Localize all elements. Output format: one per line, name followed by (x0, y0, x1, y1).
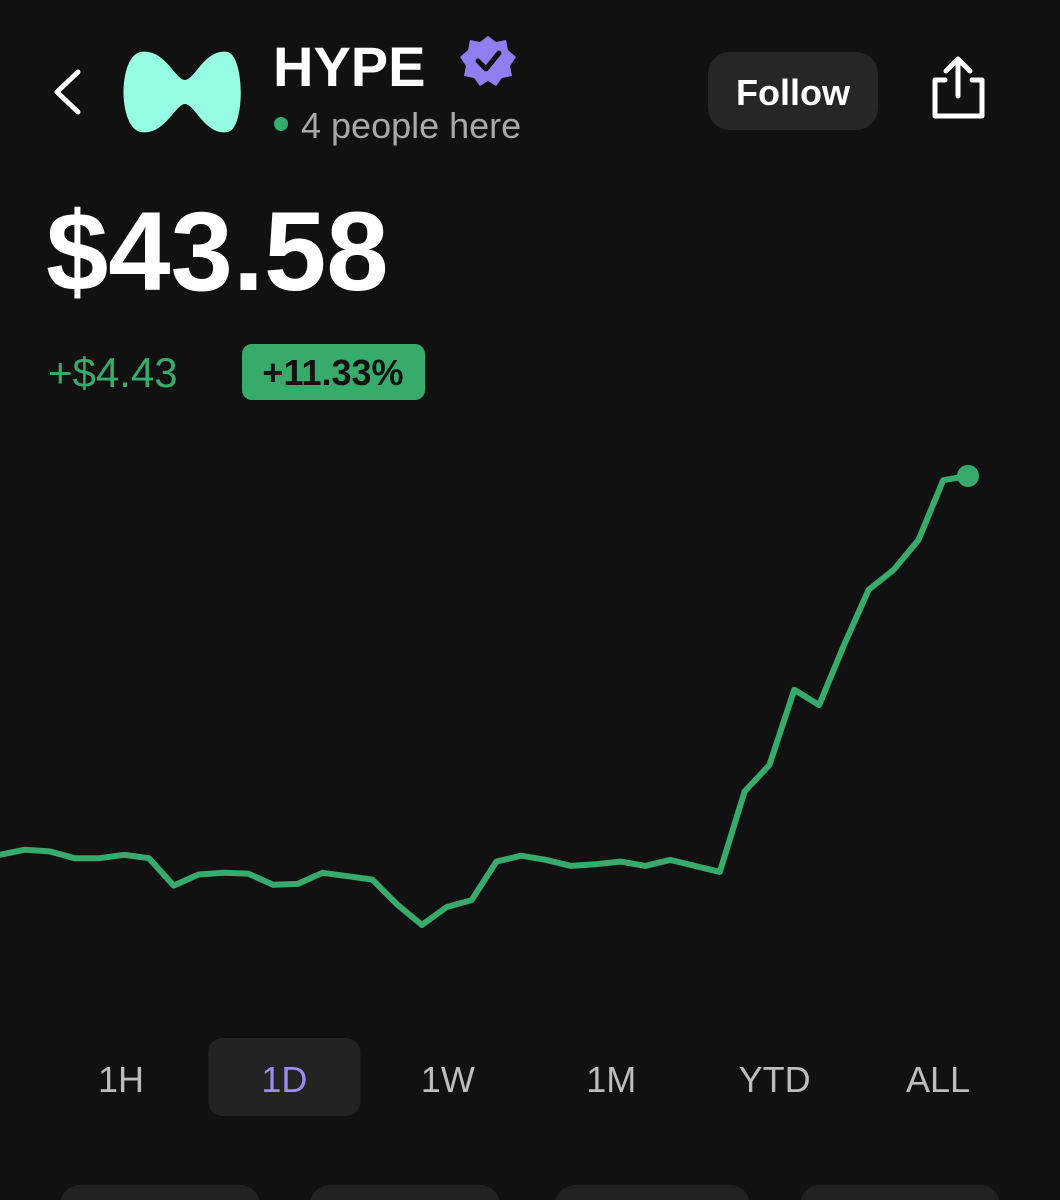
price-change: +$4.43 (48, 349, 178, 396)
bottom-pill[interactable] (310, 1185, 500, 1200)
bottom-pill[interactable] (800, 1185, 1000, 1200)
range-option[interactable]: 1D (261, 1059, 307, 1100)
range-option[interactable]: YTD (739, 1059, 811, 1100)
token-title: HYPE (273, 35, 426, 98)
current-point (957, 464, 979, 487)
presence-dot (274, 117, 288, 131)
range-selected-bg[interactable] (208, 1038, 361, 1116)
price: $43.58 (46, 189, 389, 314)
back-button[interactable] (54, 69, 81, 115)
range-option[interactable]: 1W (421, 1059, 475, 1100)
range-option[interactable]: 1M (586, 1059, 636, 1100)
bottom-pill[interactable] (60, 1185, 260, 1200)
range-option[interactable]: ALL (906, 1059, 970, 1100)
presence-count: 4 people here (301, 105, 521, 146)
range-option[interactable]: 1H (98, 1059, 144, 1100)
change-percent: +11.33% (262, 352, 403, 393)
verified-badge (460, 36, 516, 86)
price-line (0, 472, 971, 928)
change-pill (242, 344, 425, 400)
share-button[interactable] (932, 56, 985, 119)
follow-button[interactable] (708, 52, 878, 130)
follow-label[interactable]: Follow (736, 72, 851, 113)
bottom-pill[interactable] (555, 1185, 750, 1200)
token-logo (123, 51, 241, 133)
